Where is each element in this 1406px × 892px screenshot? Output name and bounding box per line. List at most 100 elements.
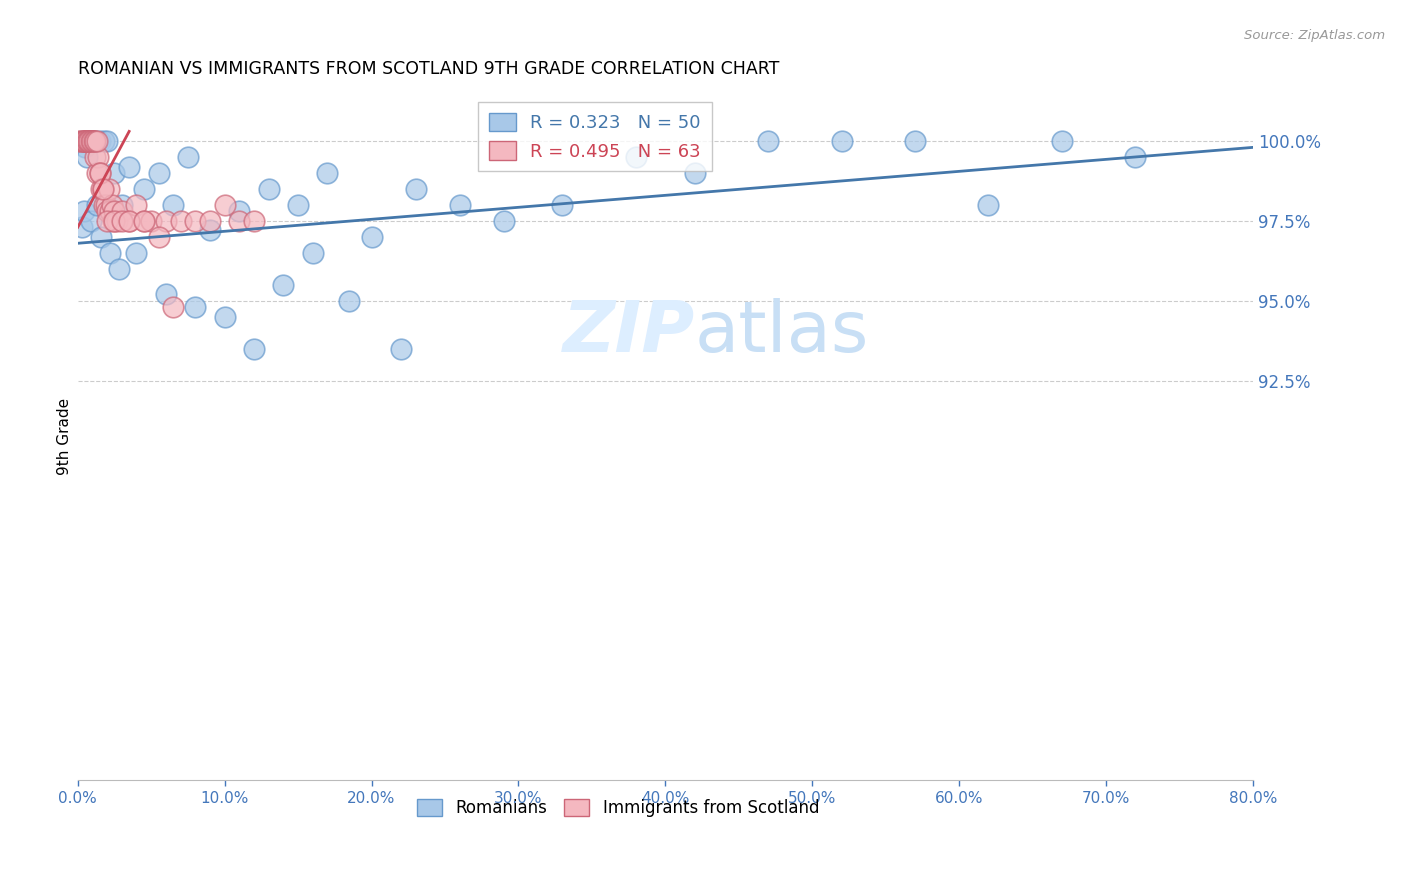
Point xyxy=(80,214,103,228)
Point xyxy=(214,310,236,324)
Point xyxy=(155,214,177,228)
Point xyxy=(243,214,266,228)
Text: ZIP: ZIP xyxy=(562,298,695,368)
Point xyxy=(77,134,100,148)
Point xyxy=(103,214,125,228)
Point xyxy=(105,214,128,228)
Point xyxy=(93,134,115,148)
Point xyxy=(82,134,104,148)
Point xyxy=(148,166,170,180)
Point xyxy=(141,214,163,228)
Point xyxy=(228,214,250,228)
Point xyxy=(624,150,647,164)
Point xyxy=(82,134,104,148)
Point xyxy=(101,214,124,228)
Point xyxy=(118,214,141,228)
Point xyxy=(79,134,101,148)
Point xyxy=(84,150,107,164)
Point xyxy=(184,300,207,314)
Point xyxy=(118,160,141,174)
Point xyxy=(162,198,184,212)
Point xyxy=(93,198,115,212)
Point xyxy=(492,214,515,228)
Point xyxy=(80,134,103,148)
Point xyxy=(108,261,131,276)
Point xyxy=(84,134,107,148)
Point xyxy=(132,182,155,196)
Point xyxy=(90,230,112,244)
Point xyxy=(96,134,118,148)
Point xyxy=(287,198,309,212)
Point xyxy=(67,134,90,148)
Point xyxy=(100,198,122,212)
Point xyxy=(86,134,108,148)
Y-axis label: 9th Grade: 9th Grade xyxy=(58,398,72,475)
Point xyxy=(103,204,125,219)
Point xyxy=(83,134,105,148)
Point xyxy=(96,214,118,228)
Point xyxy=(72,134,94,148)
Point xyxy=(87,150,110,164)
Point xyxy=(79,134,101,148)
Point xyxy=(103,166,125,180)
Point xyxy=(79,134,101,148)
Point xyxy=(273,277,295,292)
Point xyxy=(84,134,107,148)
Point xyxy=(118,214,141,228)
Point xyxy=(75,134,97,148)
Point xyxy=(80,134,103,148)
Point xyxy=(228,204,250,219)
Point xyxy=(79,134,101,148)
Point xyxy=(70,134,93,148)
Point xyxy=(301,245,323,260)
Point xyxy=(98,245,121,260)
Point xyxy=(83,134,105,148)
Point xyxy=(89,134,111,148)
Point xyxy=(111,198,134,212)
Point xyxy=(72,204,94,219)
Point xyxy=(97,182,120,196)
Point xyxy=(198,223,221,237)
Text: atlas: atlas xyxy=(695,298,869,368)
Point xyxy=(551,198,574,212)
Point xyxy=(89,166,111,180)
Point xyxy=(257,182,280,196)
Point xyxy=(243,342,266,356)
Point xyxy=(977,198,1000,212)
Point xyxy=(76,150,98,164)
Point xyxy=(89,166,111,180)
Point xyxy=(904,134,927,148)
Point xyxy=(77,134,100,148)
Point xyxy=(389,342,412,356)
Point xyxy=(148,230,170,244)
Point xyxy=(449,198,471,212)
Point xyxy=(756,134,779,148)
Point xyxy=(86,166,108,180)
Point xyxy=(76,134,98,148)
Point xyxy=(96,204,118,219)
Point xyxy=(75,134,97,148)
Legend: Romanians, Immigrants from Scotland: Romanians, Immigrants from Scotland xyxy=(411,792,825,823)
Point xyxy=(111,214,134,228)
Point xyxy=(77,134,100,148)
Point xyxy=(177,150,200,164)
Point xyxy=(76,134,98,148)
Point xyxy=(91,182,114,196)
Point xyxy=(132,214,155,228)
Point xyxy=(98,204,121,219)
Point xyxy=(82,134,104,148)
Point xyxy=(125,245,148,260)
Point xyxy=(82,134,104,148)
Point xyxy=(111,204,134,219)
Point xyxy=(94,198,117,212)
Point xyxy=(316,166,339,180)
Point xyxy=(86,198,108,212)
Point xyxy=(69,134,91,148)
Point xyxy=(90,182,112,196)
Point xyxy=(184,214,207,228)
Point xyxy=(831,134,853,148)
Point xyxy=(339,293,361,308)
Point xyxy=(70,220,93,235)
Point xyxy=(198,214,221,228)
Text: Source: ZipAtlas.com: Source: ZipAtlas.com xyxy=(1244,29,1385,42)
